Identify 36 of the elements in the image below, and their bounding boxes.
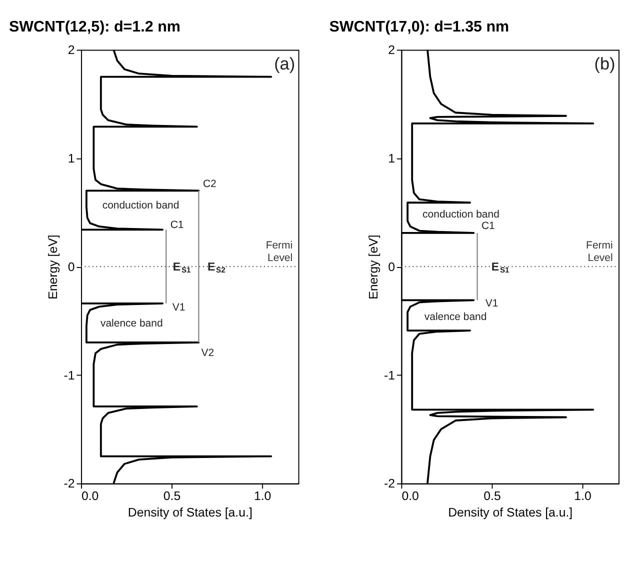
ref-line-label: Fermi Level (266, 240, 293, 264)
x-axis-title: Density of States [a.u.] (128, 505, 252, 520)
y-tick-label: 1 (68, 151, 75, 166)
y-tick-label: -2 (384, 476, 396, 491)
annotation: V2 (201, 348, 214, 360)
annotation: C1 (170, 220, 184, 232)
x-tick-label: 1.0 (254, 489, 272, 504)
x-tick-label: 1.0 (574, 489, 592, 504)
annotation: valence band (100, 318, 163, 330)
y-tick-label: -1 (64, 368, 75, 382)
y-tick-label: -1 (384, 368, 396, 382)
y-tick-label: 1 (388, 151, 396, 166)
annotation: C2 (202, 179, 217, 190)
annotation: C1 (481, 221, 496, 232)
y-tick-label: 0 (388, 260, 396, 274)
annotation: V1 (485, 298, 498, 310)
chart-title: SWCNT(12,5): d=1.2 nm (8, 18, 180, 36)
annotation: V1 (172, 302, 186, 314)
annotation: (a) (274, 54, 296, 74)
y-tick-label: 2 (388, 43, 396, 58)
y-axis-title: Energy [eV] (366, 234, 380, 300)
y-tick-label: 2 (68, 43, 75, 58)
y-tick-label: -2 (64, 476, 75, 491)
x-axis-title: Density of States [a.u.] (448, 505, 573, 520)
annotation: conduction band (422, 209, 500, 220)
x-tick-label: 0.5 (163, 489, 181, 504)
annotation: valence band (424, 312, 487, 324)
x-tick-label: 0.5 (484, 489, 501, 504)
x-tick-label: 0.0 (81, 489, 99, 504)
annotation: (b) (594, 54, 616, 74)
annotation: conduction band (102, 200, 180, 212)
y-axis-title: Energy [eV] (46, 234, 60, 300)
x-tick-label: 0.0 (402, 489, 420, 504)
chart-title: SWCNT(17,0): d=1.35 nm (329, 18, 510, 36)
y-tick-label: 0 (68, 260, 75, 274)
ref-line-label: Fermi Level (586, 240, 613, 264)
